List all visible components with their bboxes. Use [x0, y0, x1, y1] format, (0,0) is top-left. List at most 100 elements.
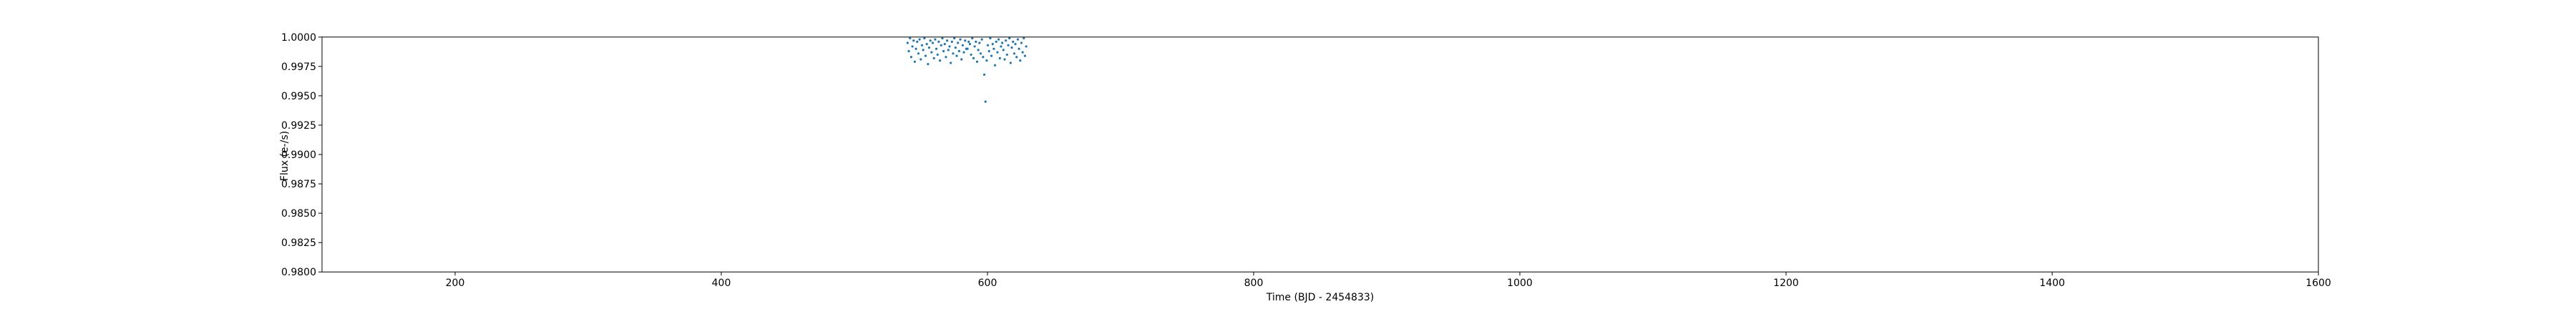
point: [920, 44, 924, 46]
point: [1021, 51, 1024, 54]
point: [992, 47, 995, 50]
point: [971, 36, 974, 40]
point: [952, 52, 955, 55]
point: [934, 38, 937, 41]
point: [919, 58, 922, 61]
point: [927, 46, 931, 49]
point: [1010, 46, 1013, 49]
y-tick-label: 0.9925: [281, 120, 316, 132]
point: [957, 41, 960, 44]
point: [937, 40, 940, 43]
point: [953, 36, 956, 40]
point: [960, 58, 963, 61]
x-axis-label: Time (BJD - 2454833): [1266, 292, 1374, 303]
x-tick-label: 1600: [2306, 278, 2331, 289]
point: [1014, 43, 1017, 46]
point: [931, 41, 935, 44]
point: [1001, 41, 1004, 44]
y-tick-label: 0.9875: [281, 179, 316, 190]
point: [1013, 52, 1015, 55]
point: [946, 39, 949, 42]
point: [984, 100, 987, 103]
y-tick-label: 0.9950: [281, 91, 316, 102]
point: [968, 43, 972, 46]
y-tick-label: 0.9800: [281, 267, 316, 278]
x-tick-label: 1400: [2039, 278, 2065, 289]
point: [957, 49, 960, 53]
point: [978, 41, 981, 44]
x-tick-label: 400: [712, 278, 731, 289]
point: [1009, 62, 1012, 64]
y-tick-label: 0.9850: [281, 208, 316, 220]
point: [943, 43, 946, 46]
point: [932, 57, 935, 59]
point: [1018, 47, 1020, 50]
point: [950, 40, 953, 43]
point: [982, 56, 985, 59]
x-tick-label: 1200: [1773, 278, 1799, 289]
point: [966, 47, 969, 50]
point: [1023, 54, 1027, 57]
point: [1019, 59, 1022, 62]
point: [997, 38, 1000, 41]
point: [938, 59, 942, 62]
point: [975, 40, 977, 43]
point: [936, 53, 939, 57]
point: [979, 52, 982, 55]
y-tick-label: 1.0000: [281, 32, 316, 44]
y-tick-label: 0.9975: [281, 62, 316, 73]
point: [1023, 36, 1025, 40]
point: [945, 56, 947, 59]
point: [941, 36, 944, 40]
point: [975, 60, 979, 63]
point: [961, 44, 965, 46]
point: [989, 36, 992, 40]
point: [1002, 49, 1005, 52]
point: [996, 51, 999, 54]
x-tick-label: 800: [1244, 278, 1264, 289]
y-tick-label: 0.9825: [281, 237, 316, 249]
point: [925, 43, 928, 46]
point: [985, 59, 988, 62]
point: [986, 44, 990, 46]
point: [1025, 45, 1028, 48]
point: [924, 54, 927, 57]
point: [948, 45, 951, 48]
point: [940, 44, 942, 46]
point: [1003, 58, 1006, 61]
x-tick-label: 1000: [1507, 278, 1533, 289]
point: [998, 57, 1001, 59]
point: [929, 39, 932, 42]
point: [954, 46, 957, 49]
point: [970, 53, 972, 57]
point: [955, 54, 958, 57]
point: [995, 40, 997, 43]
point: [991, 43, 994, 46]
point: [1015, 56, 1018, 59]
point: [962, 51, 965, 54]
point: [947, 49, 950, 52]
point: [1012, 40, 1015, 43]
point: [959, 38, 962, 41]
point: [911, 45, 914, 48]
x-tick-label: 200: [446, 278, 465, 289]
point: [950, 62, 952, 64]
point: [967, 40, 970, 43]
point: [935, 47, 938, 50]
point: [977, 49, 980, 52]
point: [980, 38, 983, 41]
point: [1020, 41, 1023, 44]
point: [994, 64, 997, 67]
point: [917, 52, 920, 55]
point: [922, 49, 924, 52]
point: [1016, 38, 1020, 41]
point: [906, 41, 909, 44]
point: [973, 45, 976, 48]
point: [964, 39, 967, 42]
y-tick-label: 0.9900: [281, 149, 316, 161]
y-axis-label: Flux (e-/s): [279, 131, 291, 181]
point: [913, 60, 917, 63]
point: [982, 73, 986, 76]
point: [909, 36, 912, 40]
point: [1000, 45, 1002, 48]
